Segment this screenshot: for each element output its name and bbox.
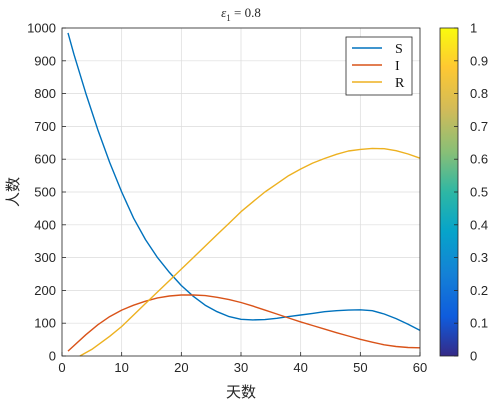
- y-tick-label: 600: [34, 152, 56, 167]
- colorbar-ticks: 0 0.1 0.2 0.3 0.4 0.5 0.6 0.7 0.8 0.9 1: [454, 21, 488, 364]
- series-line-i: [67, 294, 421, 352]
- x-axis-label: 天数: [226, 383, 256, 401]
- x-tick-label: 30: [234, 360, 248, 375]
- y-tick-label: 400: [34, 217, 56, 232]
- colorbar-tick-label: 0.8: [470, 86, 488, 101]
- y-tick-label: 100: [34, 316, 56, 331]
- y-tick-label: 0: [49, 349, 56, 364]
- legend-label-i: I: [395, 59, 400, 74]
- y-tick-label: 900: [34, 53, 56, 68]
- y-tick-label: 300: [34, 250, 56, 265]
- x-tick-label: 20: [174, 360, 188, 375]
- title-symbol: ε: [221, 5, 227, 20]
- y-tick-label: 200: [34, 283, 56, 298]
- chart-title: ε1 = 0.8: [221, 5, 261, 23]
- y-axis-label: 人数: [4, 177, 22, 207]
- x-tick-label: 40: [293, 360, 307, 375]
- title-subscript: 1: [226, 13, 231, 23]
- ticks: 0 10 20 30 40 50 60010020030040050060070080090…: [27, 21, 427, 376]
- title-suffix: = 0.8: [231, 5, 261, 20]
- series-line-r: [79, 147, 421, 357]
- series-line-s: [67, 32, 421, 332]
- colorbar-tick-label: 0.7: [470, 119, 488, 134]
- colorbar-tick-label: 1: [470, 21, 477, 36]
- series-layer: [67, 32, 421, 357]
- colorbar-tick-label: 0.1: [470, 316, 488, 331]
- colorbar-tick-label: 0: [470, 349, 477, 364]
- colorbar-tick-label: 0.9: [470, 53, 488, 68]
- legend-label-s: S: [395, 42, 403, 57]
- y-tick-label: 500: [34, 185, 56, 200]
- colorbar-tick-label: 0.2: [470, 283, 488, 298]
- x-tick-label: 50: [353, 360, 367, 375]
- legend-label-r: R: [395, 76, 405, 91]
- colorbar-tick-label: 0.6: [470, 152, 488, 167]
- x-tick-label: 0: [58, 360, 65, 375]
- y-tick-label: 1000: [27, 21, 56, 36]
- legend-box: [345, 36, 413, 96]
- colorbar-tick-label: 0.5: [470, 185, 488, 200]
- y-tick-label: 700: [34, 119, 56, 134]
- y-tick-label: 800: [34, 86, 56, 101]
- x-tick-label: 10: [114, 360, 128, 375]
- x-tick-label: 60: [413, 360, 427, 375]
- legend: SIR: [345, 36, 413, 96]
- colorbar-tick-label: 0.4: [470, 217, 488, 232]
- colorbar-tick-label: 0.3: [470, 250, 488, 265]
